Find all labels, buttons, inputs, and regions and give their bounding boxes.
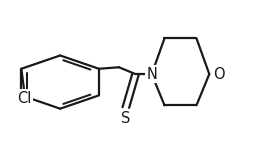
Text: S: S (121, 111, 131, 126)
Text: Cl: Cl (17, 91, 31, 106)
Text: N: N (146, 67, 157, 82)
Text: O: O (213, 67, 225, 82)
